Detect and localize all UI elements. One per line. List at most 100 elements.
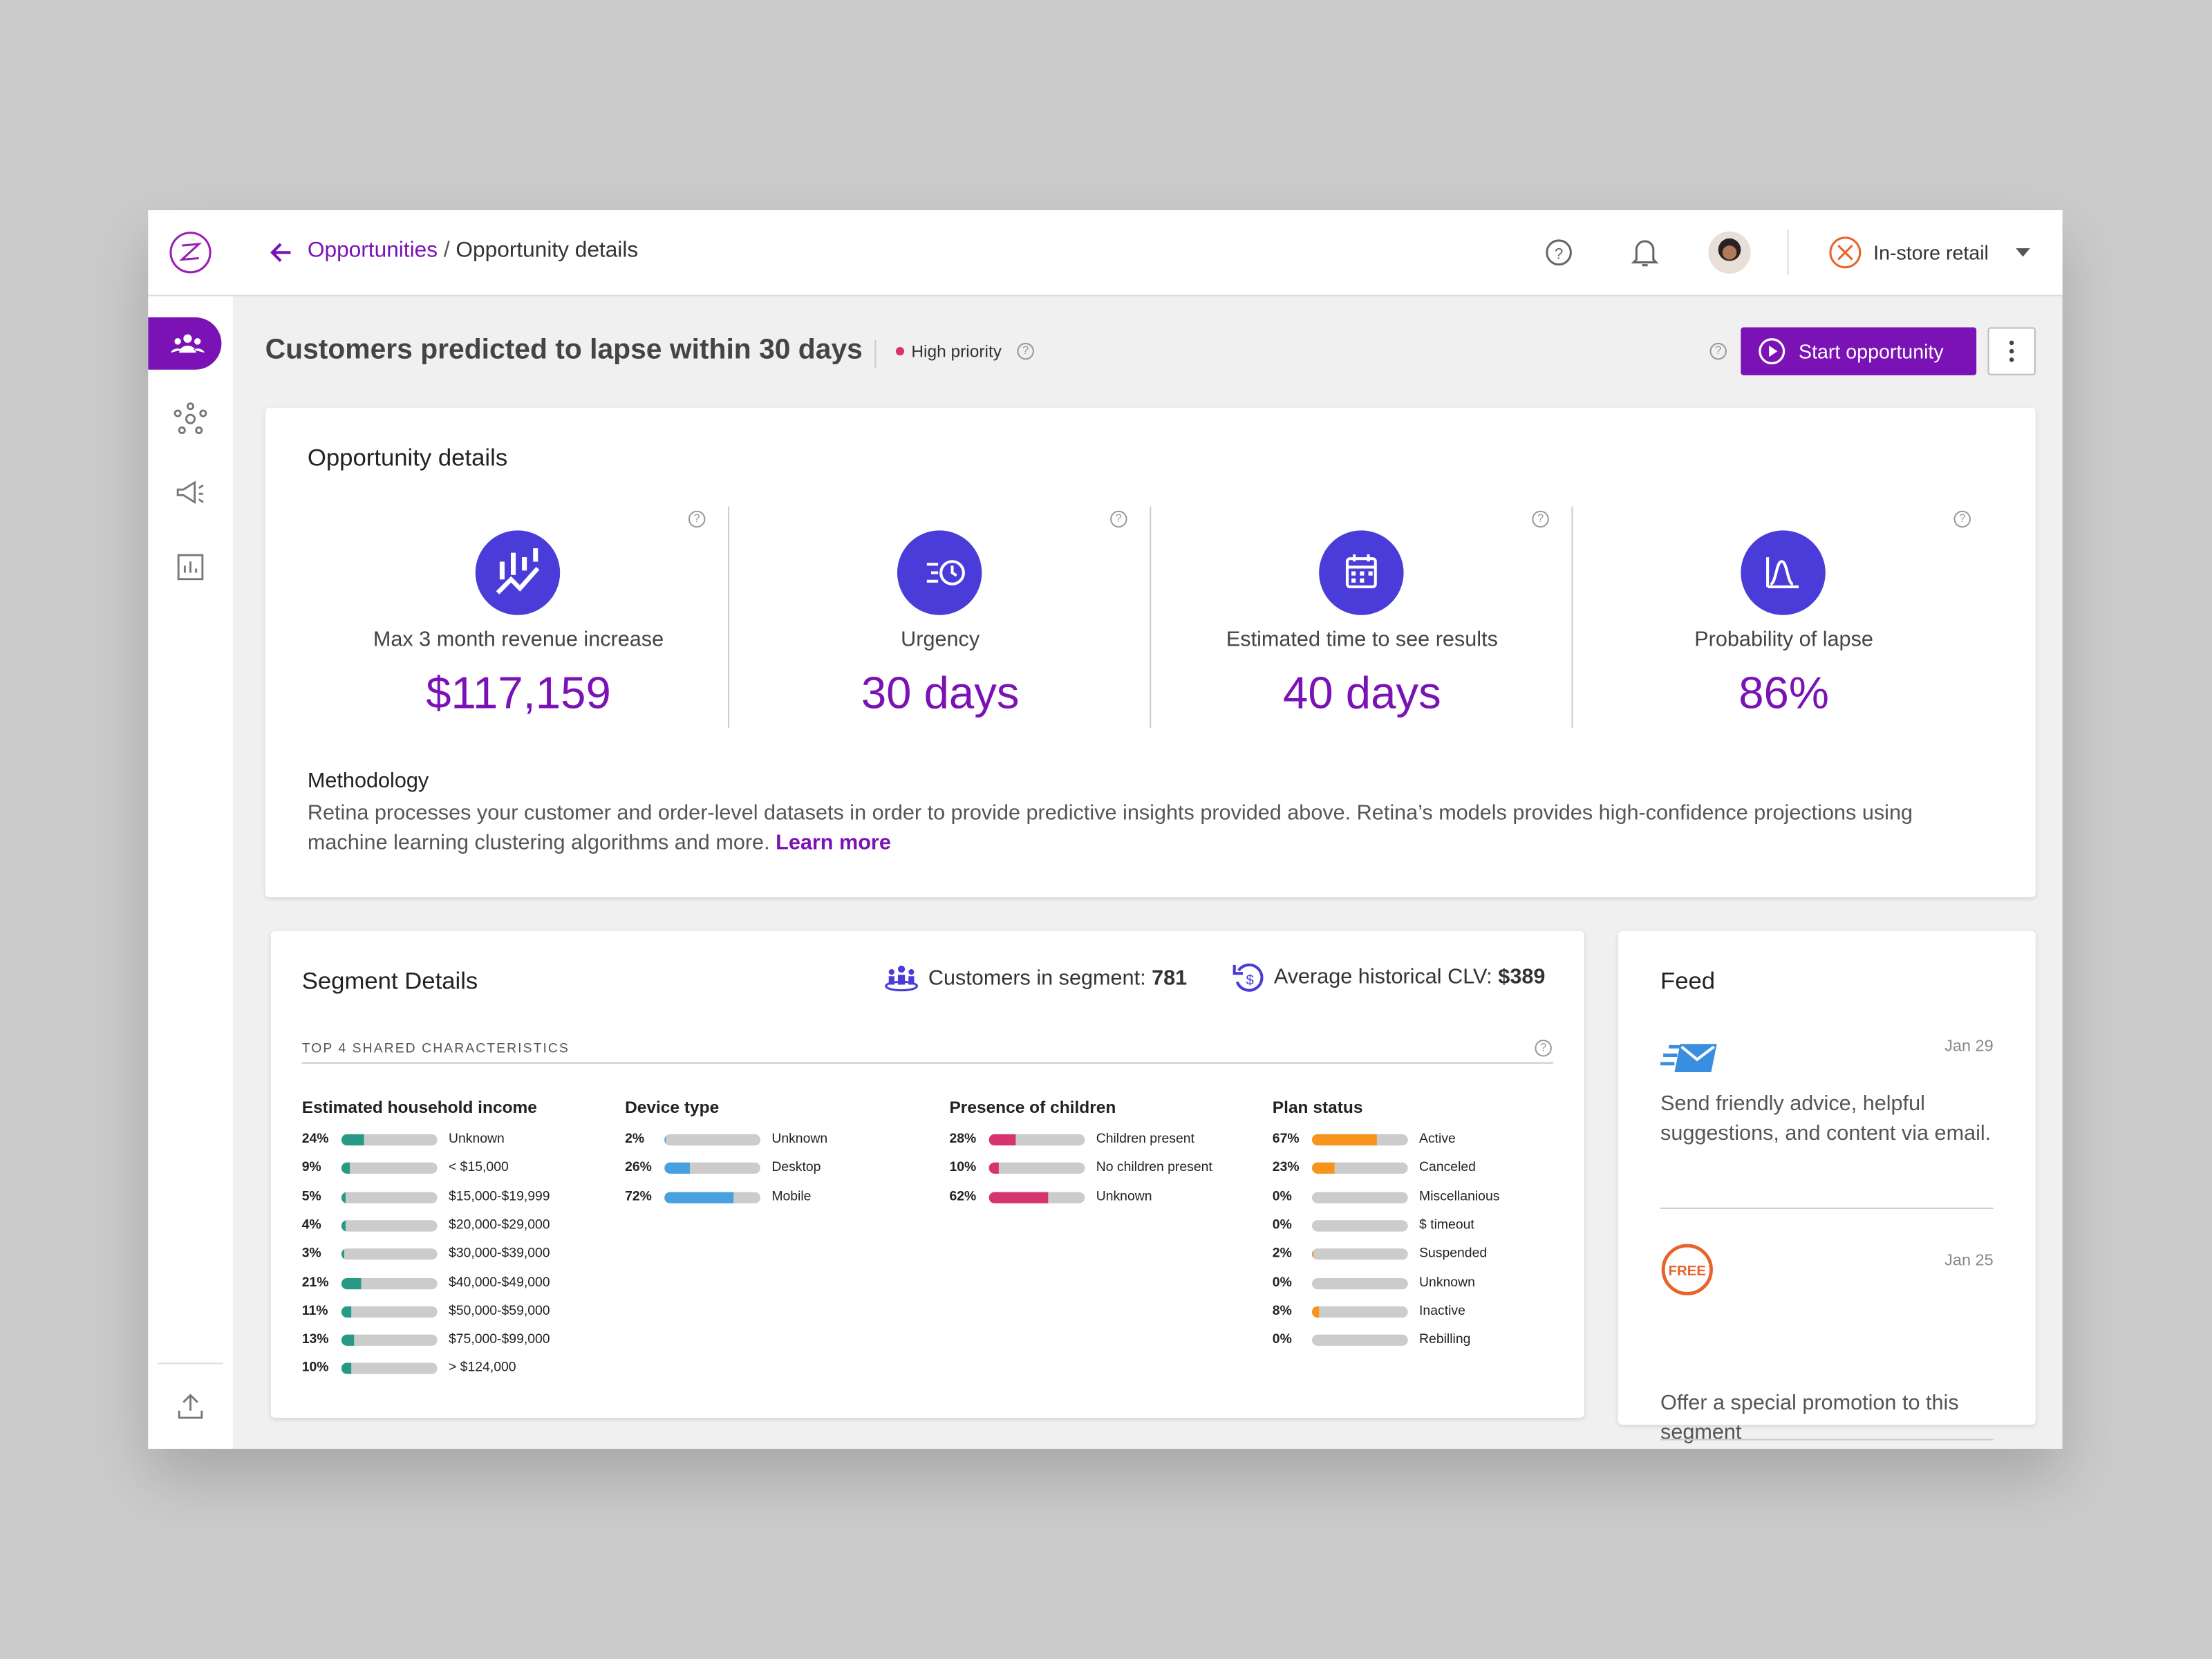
sidebar — [148, 296, 233, 1449]
help-icon[interactable]: ? — [1532, 510, 1549, 528]
app-window: Opportunities / Opportunity details ? In… — [148, 210, 2063, 1449]
bar-fill — [1311, 1248, 1314, 1260]
category-label: Unknown — [771, 1131, 828, 1147]
breadcrumb: Opportunities / Opportunity details — [307, 238, 639, 263]
category-label: Desktop — [771, 1160, 821, 1176]
category-label: < $15,000 — [448, 1160, 509, 1176]
category-label: $30,000-$39,000 — [448, 1246, 550, 1262]
methodology-body: Retina processes your customer and order… — [307, 801, 1913, 855]
bar-fill — [341, 1306, 353, 1318]
workspace-selector[interactable]: In-store retail — [1873, 241, 1989, 264]
bar-fill — [341, 1363, 351, 1375]
bar-track — [341, 1306, 438, 1318]
nav-export[interactable] — [178, 1394, 203, 1419]
priority-badge: High priority — [895, 341, 1002, 361]
store-icon — [1829, 236, 1862, 269]
more-button[interactable] — [1987, 327, 2036, 375]
category-label: > $124,000 — [448, 1360, 516, 1376]
start-button[interactable]: Start opportunity — [1741, 327, 1977, 375]
percent-label: 13% — [301, 1331, 329, 1348]
characteristic-column: Device type 2% Unknown 26% Desktop 72% Mobile — [625, 1097, 935, 1204]
svg-text:?: ? — [1555, 245, 1563, 262]
svg-text:FREE: FREE — [1669, 1264, 1706, 1279]
characteristic-title: Plan status — [1272, 1097, 1363, 1118]
methodology-text: Retina processes your customer and order… — [308, 798, 1972, 858]
clv-value: $389 — [1498, 964, 1546, 989]
percent-label: 0% — [1272, 1217, 1292, 1233]
back-arrow[interactable] — [268, 240, 294, 265]
percent-label: 26% — [625, 1160, 652, 1176]
bar-track — [988, 1163, 1085, 1174]
clv-icon: $ — [1232, 963, 1264, 992]
avatar[interactable] — [1707, 230, 1752, 275]
nav-active[interactable] — [148, 317, 222, 370]
bar-fill — [664, 1191, 734, 1203]
nav-network[interactable] — [174, 402, 207, 436]
metric-label: Max 3 month revenue increase — [373, 628, 664, 652]
help-icon[interactable]: ? — [1110, 510, 1127, 528]
nav-campaigns[interactable] — [174, 477, 207, 511]
email-icon — [1660, 1044, 1717, 1073]
percent-label: 4% — [301, 1217, 321, 1233]
percent-label: 11% — [301, 1303, 328, 1319]
percent-label: 28% — [949, 1131, 977, 1147]
divider — [1150, 506, 1152, 729]
bar-fill — [664, 1163, 690, 1174]
clv-stat: Average historical CLV: $389 — [1274, 965, 1546, 989]
bar-fill — [341, 1134, 365, 1146]
category-label: $50,000-$59,000 — [448, 1303, 550, 1319]
dropdown-caret[interactable] — [2014, 247, 2031, 258]
bar-fill — [1311, 1134, 1376, 1146]
nav-reports[interactable] — [176, 553, 205, 581]
learn-more-link[interactable]: Learn more — [776, 831, 891, 855]
bar-track — [1311, 1277, 1408, 1289]
bar-track — [1311, 1163, 1408, 1174]
characteristic-column: Plan status 67% Active 23% Canceled 0% Miscell… — [1272, 1097, 1583, 1347]
category-label: Active — [1419, 1131, 1456, 1147]
percent-label: 2% — [1272, 1246, 1292, 1262]
percent-label: 0% — [1272, 1331, 1292, 1348]
customers-value: 781 — [1152, 966, 1188, 991]
breadcrumb-link[interactable]: Opportunities — [307, 238, 438, 263]
svg-text:$: $ — [1246, 973, 1254, 988]
help-icon[interactable]: ? — [1017, 342, 1034, 360]
characteristic-title: Device type — [625, 1097, 720, 1118]
bar-track — [1311, 1248, 1408, 1260]
bar-track — [664, 1163, 760, 1174]
section-label: TOP 4 SHARED CHARACTERISTICS — [301, 1041, 570, 1057]
help-icon[interactable]: ? — [1535, 1040, 1552, 1057]
metric-label: Urgency — [901, 628, 980, 652]
help-icon[interactable]: ? — [1709, 342, 1727, 360]
metric-label: Probability of lapse — [1694, 628, 1873, 652]
help-icon[interactable]: ? — [1545, 238, 1573, 267]
feed-divider — [1660, 1438, 1994, 1441]
metric-icon — [1319, 530, 1404, 615]
bar-fill — [341, 1334, 354, 1347]
bar-track — [341, 1248, 438, 1260]
percent-label: 62% — [949, 1188, 977, 1205]
bar-track — [341, 1363, 438, 1375]
bell-icon[interactable] — [1631, 237, 1659, 268]
metric-icon — [897, 530, 982, 615]
help-icon[interactable]: ? — [688, 510, 706, 528]
bar-fill — [1311, 1163, 1334, 1174]
bar-track — [341, 1277, 438, 1289]
bar-track — [664, 1191, 760, 1203]
start-button-label[interactable]: Start opportunity — [1799, 339, 1944, 363]
category-label: Unknown — [448, 1131, 505, 1147]
characteristic-title: Estimated household income — [301, 1097, 537, 1118]
help-icon[interactable]: ? — [1953, 510, 1971, 528]
category-label: $75,000-$99,000 — [448, 1331, 550, 1348]
details-card: Opportunity details Methodology Retina p… — [265, 407, 2036, 897]
customers-label: Customers in segment: — [928, 966, 1146, 991]
feed-text: Send friendly advice, helpful suggestion… — [1660, 1091, 1991, 1145]
category-label: $15,000-$19,999 — [448, 1188, 550, 1205]
category-label: Miscellanious — [1419, 1188, 1500, 1205]
clv-label: Average historical CLV: — [1273, 964, 1492, 989]
category-label: Children present — [1096, 1131, 1194, 1147]
bar-fill — [988, 1163, 999, 1174]
card-title: Opportunity details — [307, 444, 508, 471]
page-title: Customers predicted to lapse within 30 d… — [265, 334, 863, 366]
bar-track — [1311, 1306, 1408, 1318]
percent-label: 21% — [301, 1274, 329, 1291]
